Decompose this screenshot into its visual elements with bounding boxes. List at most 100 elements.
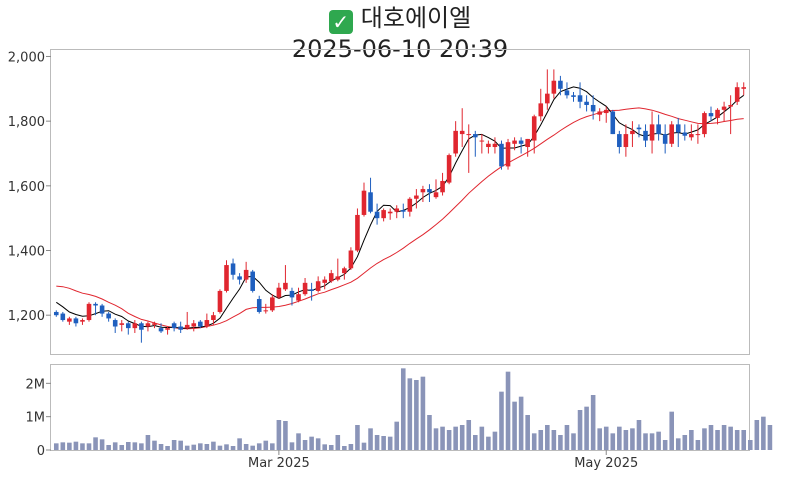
volume-bar — [433, 428, 439, 450]
candle-body — [603, 109, 609, 114]
candle-body — [348, 250, 354, 269]
candle-body — [270, 297, 275, 311]
candle — [93, 302, 98, 316]
candle-body — [538, 103, 544, 117]
candle — [250, 269, 255, 293]
volume-y-tick-label: 1M — [26, 411, 46, 426]
candle — [204, 313, 210, 329]
candle — [211, 311, 216, 325]
candle — [538, 88, 544, 122]
volume-bar — [702, 428, 707, 450]
volume-bar — [191, 444, 197, 450]
candle-body — [224, 265, 229, 291]
volume-bar — [178, 440, 183, 450]
candle-body — [374, 211, 380, 219]
volume-bar — [741, 430, 747, 450]
candle — [171, 321, 177, 332]
candle — [623, 124, 629, 157]
volume-bar — [355, 425, 360, 450]
volume-bar — [217, 445, 223, 450]
candle — [512, 137, 517, 151]
candle-body — [139, 323, 144, 330]
candle-body — [80, 320, 85, 322]
candle-body — [571, 95, 576, 97]
candle-body — [204, 320, 210, 327]
candle — [721, 101, 727, 122]
candle — [119, 320, 125, 332]
candle-body — [708, 113, 714, 117]
candle — [499, 140, 504, 170]
volume-bar — [728, 426, 733, 450]
candle-body — [400, 210, 406, 212]
candle — [328, 269, 334, 283]
candle-body — [309, 289, 314, 291]
candle — [309, 282, 314, 301]
volume-bar — [112, 442, 118, 450]
volume-bar — [669, 411, 674, 450]
volume-bar — [139, 443, 144, 450]
candle-body — [119, 323, 125, 325]
candle — [446, 153, 452, 185]
candle-body — [505, 142, 511, 167]
volume-bar — [309, 436, 314, 450]
volume-bar — [643, 433, 648, 450]
candle — [132, 320, 138, 333]
candle — [342, 266, 347, 280]
candle — [708, 106, 714, 122]
candle — [525, 138, 530, 157]
candle-body — [335, 276, 341, 280]
candle-body — [171, 323, 177, 329]
candle-body — [643, 130, 648, 141]
candle-body — [243, 269, 249, 280]
volume-bar — [571, 433, 576, 450]
volume-bar — [348, 444, 354, 450]
volume-bar — [250, 445, 255, 450]
candle — [361, 182, 367, 217]
candle — [479, 134, 485, 154]
candle — [67, 316, 72, 325]
candle-body — [53, 311, 59, 316]
candle — [99, 303, 105, 317]
candle — [381, 208, 386, 222]
candlesticks — [53, 69, 747, 343]
candle-body — [564, 90, 570, 96]
candle-body — [531, 116, 537, 141]
candle — [741, 82, 747, 96]
volume-bar — [198, 443, 203, 450]
candle-body — [525, 138, 530, 148]
candle-body — [662, 134, 668, 144]
candle — [545, 69, 550, 110]
volume-bar — [86, 443, 92, 450]
volume-bar — [328, 445, 334, 450]
candle — [649, 111, 655, 154]
candle — [577, 82, 583, 109]
candle — [734, 82, 740, 105]
candle — [459, 108, 465, 148]
volume-bar — [374, 435, 380, 450]
volume-bar — [459, 425, 465, 450]
candle — [433, 179, 439, 199]
volume-bar — [623, 430, 629, 450]
volume-bar — [551, 430, 557, 450]
volume-bar — [747, 440, 753, 450]
candle — [374, 203, 380, 225]
volume-bar — [256, 443, 262, 450]
candle — [603, 106, 609, 123]
candle — [243, 261, 249, 283]
volume-bar — [486, 436, 491, 450]
candle — [270, 294, 275, 312]
volume-bar — [754, 420, 760, 450]
volume-bar — [446, 430, 452, 450]
candle — [689, 124, 694, 141]
volume-bar — [636, 420, 642, 450]
volume-bar — [617, 426, 622, 450]
candle — [466, 124, 472, 173]
candle — [106, 311, 111, 322]
candle — [322, 276, 327, 290]
price-y-tick-label: 1,200 — [8, 309, 45, 324]
volume-bar — [237, 438, 242, 450]
volume-bar — [394, 421, 400, 450]
candle-body — [355, 214, 360, 251]
candle-body — [283, 282, 288, 290]
candle — [80, 318, 85, 325]
